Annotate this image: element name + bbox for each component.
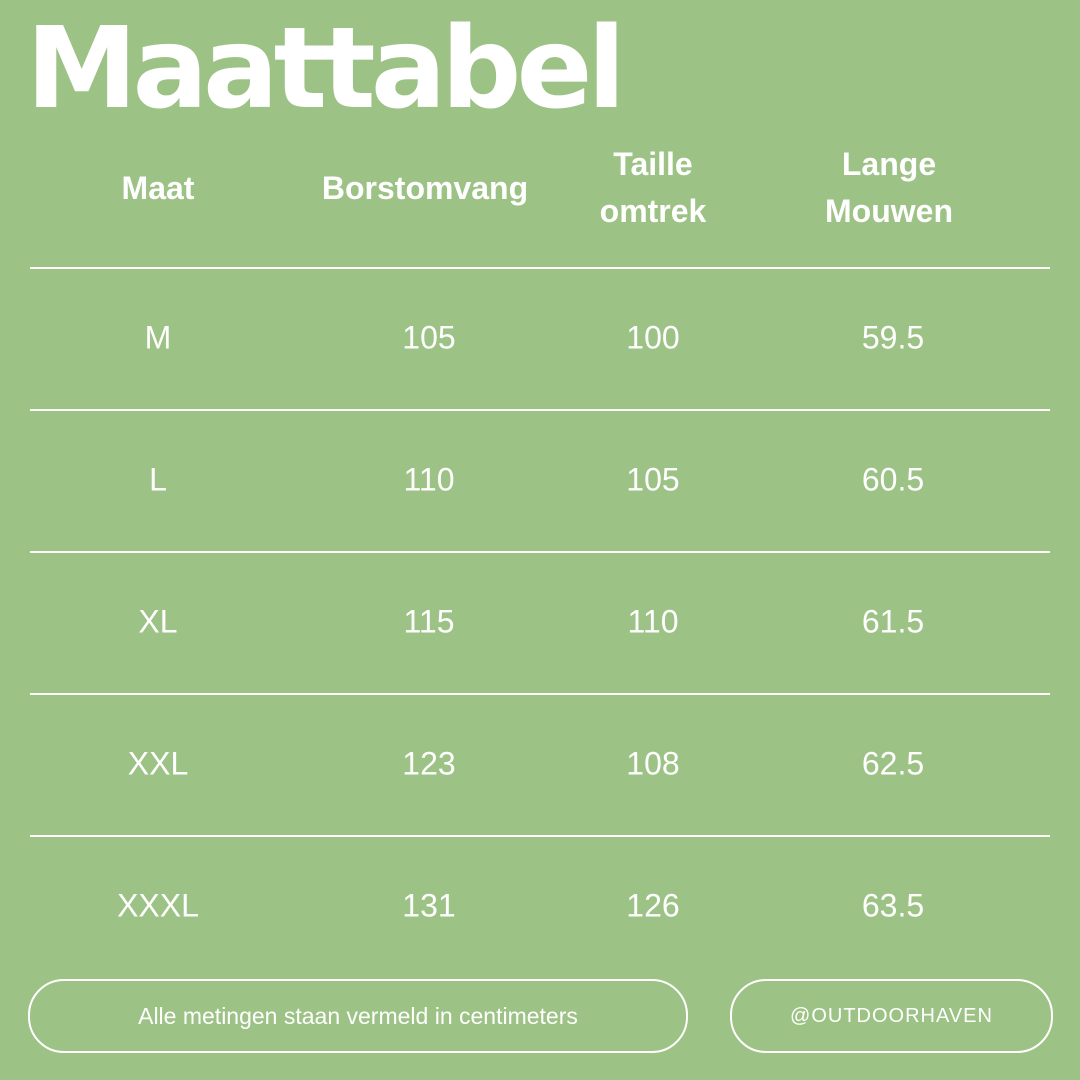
- table-cell: 105: [626, 461, 680, 498]
- social-handle: @OUTDOORHAVEN: [730, 979, 1053, 1053]
- table-cell: 115: [403, 603, 455, 640]
- header-text: Borstomvang: [321, 170, 529, 206]
- header-text: Taille: [613, 146, 693, 182]
- header-text: omtrek: [599, 193, 707, 229]
- table-cell: XXXL: [117, 887, 199, 924]
- note-text: Alle metingen staan vermeld in centimete…: [138, 1002, 578, 1029]
- header-lange-mouwen: Lange Mouwen: [759, 141, 1019, 235]
- measurement-note: Alle metingen staan vermeld in centimete…: [28, 979, 688, 1053]
- row-divider: [30, 409, 1050, 411]
- header-text: Mouwen: [825, 193, 953, 229]
- table-cell: M: [144, 319, 172, 356]
- header-text: Maat: [121, 170, 195, 206]
- table-cell: 60.5: [861, 461, 925, 498]
- header-text: Lange: [841, 146, 937, 182]
- table-cell: 63.5: [861, 887, 925, 924]
- row-divider: [30, 693, 1050, 695]
- table-cell: 100: [626, 319, 680, 356]
- row-divider: [30, 267, 1050, 269]
- table-cell: 123: [402, 745, 456, 782]
- header-borstomvang: Borstomvang: [295, 165, 555, 212]
- row-divider: [30, 551, 1050, 553]
- table-cell: XL: [138, 603, 178, 640]
- page-title: Maattabel: [26, 4, 626, 134]
- table-cell: XXL: [127, 745, 189, 782]
- table-cell: 110: [627, 603, 679, 640]
- table-cell: 131: [402, 887, 456, 924]
- table-cell: 126: [626, 887, 680, 924]
- table-cell: 62.5: [861, 745, 925, 782]
- table-cell: 61.5: [861, 603, 925, 640]
- table-cell: L: [149, 461, 167, 498]
- header-maat: Maat: [28, 165, 288, 212]
- row-divider: [30, 835, 1050, 837]
- table-cell: 108: [626, 745, 680, 782]
- header-taille-omtrek: Taille omtrek: [523, 141, 783, 235]
- table-cell: 59.5: [861, 319, 925, 356]
- table-cell: 110: [403, 461, 455, 498]
- table-cell: 105: [402, 319, 456, 356]
- handle-text: @OUTDOORHAVEN: [790, 1004, 993, 1027]
